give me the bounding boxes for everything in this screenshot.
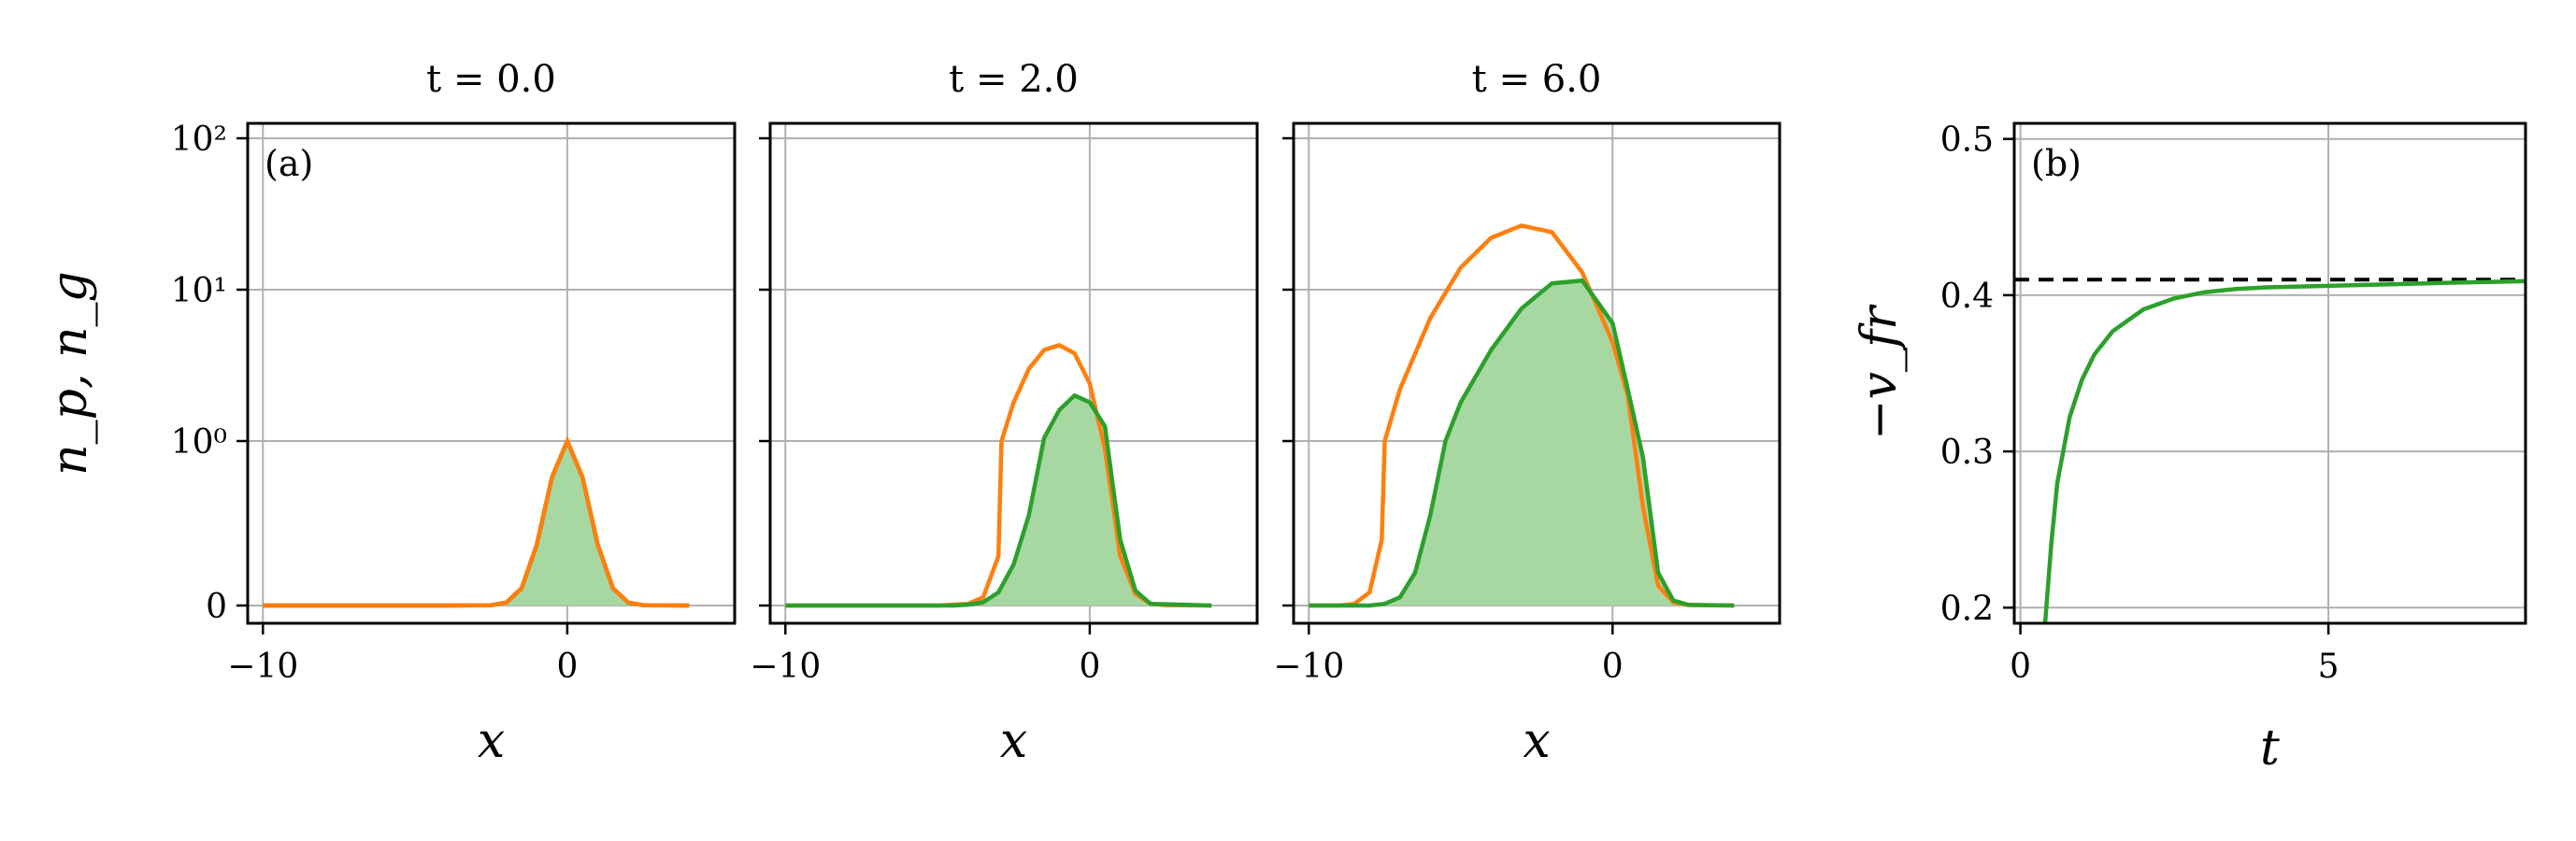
- y-axis-label: n_p, n_g: [42, 271, 98, 476]
- plot-area: [1309, 223, 1735, 608]
- series-outline-green: [785, 392, 1212, 608]
- y-tick-label: 0.2: [1940, 590, 1994, 628]
- panel-title: t = 0.0: [426, 58, 556, 101]
- plot-area: [785, 343, 1212, 608]
- axes-frame: [1292, 121, 1782, 625]
- series-line-orange: [1309, 223, 1735, 608]
- y-axis-label: −v_fr: [1852, 304, 1908, 440]
- y-tick-label: 0.5: [1940, 121, 1994, 160]
- series-line-orange: [785, 343, 1212, 608]
- y-tick-label: 10⁰: [171, 423, 227, 462]
- panel-title: t = 6.0: [1472, 58, 1602, 101]
- series-outline-green: [263, 438, 690, 608]
- plot-area: [263, 435, 690, 608]
- x-tick-label: −10: [227, 648, 298, 686]
- panel-2: −10 0 t = 2.0 x: [750, 58, 1259, 769]
- y-tick-label: 10¹: [171, 272, 227, 310]
- y-tick-label: 0: [206, 588, 227, 626]
- x-tick-label: −10: [750, 648, 821, 686]
- x-tick-label: 0: [556, 648, 578, 686]
- axes-frame: [246, 121, 737, 625]
- axes-frame: [768, 121, 1259, 625]
- series-line-orange: [263, 438, 690, 608]
- panel-tag: (a): [265, 143, 313, 184]
- panel-4: 0 5 0.2 0.3 0.4 0.5 (b) t −v_fr: [1852, 121, 2527, 777]
- series-area-green: [1309, 280, 1735, 606]
- x-tick-label: −10: [1273, 648, 1344, 686]
- panel-title: t = 2.0: [949, 58, 1079, 101]
- panel-tag: (b): [2031, 143, 2082, 184]
- y-tick-label: 0.3: [1940, 434, 1994, 472]
- y-tick-label: 10²: [171, 121, 227, 159]
- x-tick-label: 0: [1079, 648, 1100, 686]
- x-axis-label: t: [2260, 720, 2280, 777]
- panel-3: −10 0 t = 6.0 x: [1273, 58, 1782, 769]
- y-tick-label: 0.4: [1940, 278, 1994, 316]
- series-outline-green: [1309, 278, 1735, 608]
- x-axis-label: x: [1523, 713, 1550, 769]
- axes-frame: [2012, 121, 2527, 625]
- x-tick-label: 5: [2318, 648, 2340, 686]
- x-axis-label: x: [1000, 713, 1027, 769]
- x-tick-label: 0: [1602, 648, 1624, 686]
- series-line-green: [2042, 278, 2526, 623]
- series-line-orange-top: [263, 435, 690, 608]
- x-axis-label: x: [478, 713, 505, 769]
- plot-area: [2014, 278, 2526, 623]
- series-area-green: [263, 441, 690, 606]
- x-tick-label: 0: [2010, 648, 2031, 686]
